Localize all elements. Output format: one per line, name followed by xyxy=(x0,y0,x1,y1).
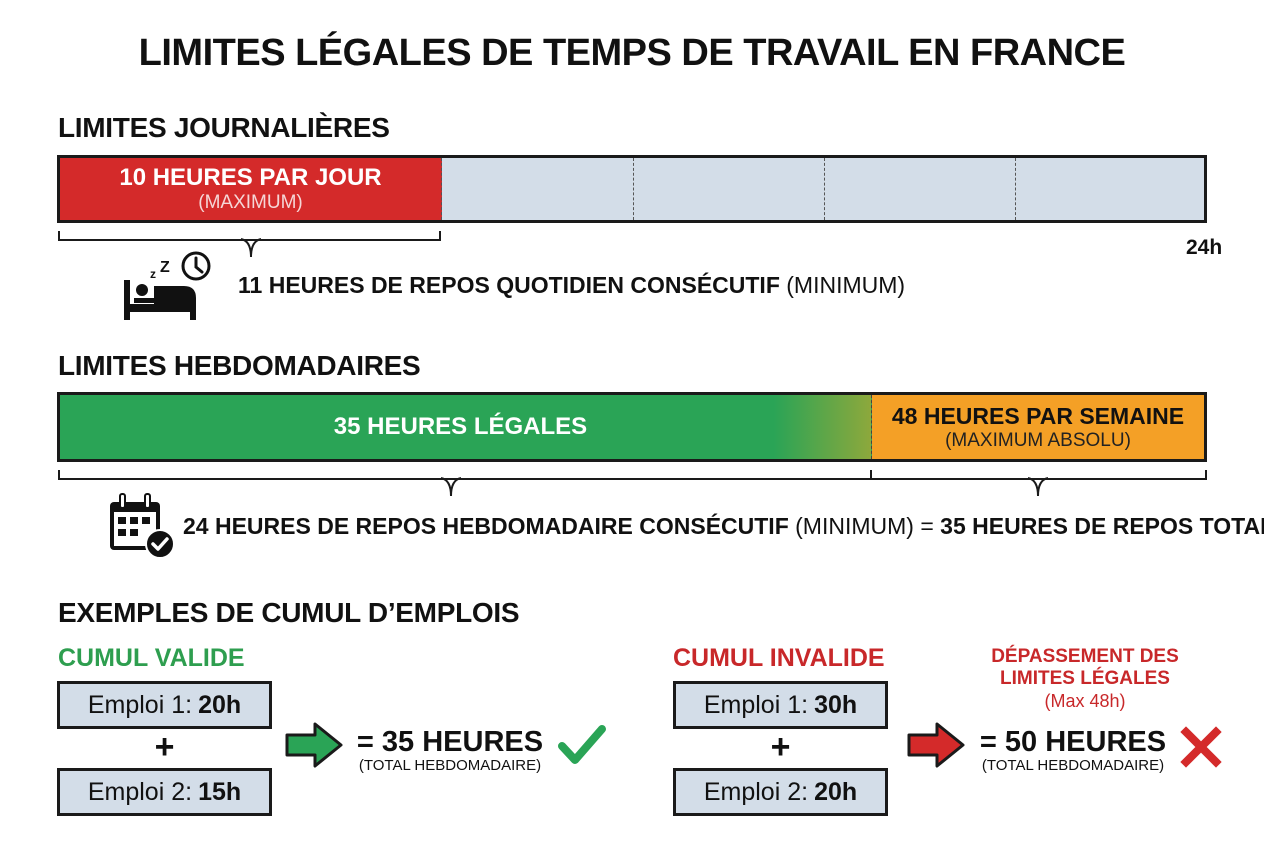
plus-sign: + xyxy=(770,728,791,766)
svg-text:z: z xyxy=(150,267,156,281)
job-label: Emploi 1: xyxy=(87,690,193,719)
warning-line-3: (Max 48h) xyxy=(1044,691,1126,711)
weekly-rest-text: 24 HEURES DE REPOS HEBDOMADAIRE CONSÉCUT… xyxy=(183,513,1264,540)
invalid-result: = 50 HEURES (TOTAL HEBDOMADAIRE) xyxy=(968,726,1178,774)
brace-tip xyxy=(1027,477,1049,497)
job-hours: 20h xyxy=(814,777,858,806)
examples-heading: EXEMPLES DE CUMUL D’EMPLOIS xyxy=(58,597,520,628)
weekly-max-sublabel: (MAXIMUM ABSOLU) xyxy=(945,429,1131,451)
invalid-job-2-box: Emploi 2: 20h xyxy=(673,768,888,816)
cross-icon xyxy=(1180,726,1222,768)
weekly-max-segment: 48 HEURES PAR SEMAINE (MAXIMUM ABSOLU) xyxy=(872,395,1204,459)
valid-total-sub: (TOTAL HEBDOMADAIRE) xyxy=(358,757,542,774)
invalid-job-1-box: Emploi 1: 30h xyxy=(673,681,888,729)
green-arrow-icon xyxy=(285,722,343,768)
weekly-max-label: 48 HEURES PAR SEMAINE xyxy=(891,402,1185,429)
sleeping-bed-clock-icon: z Z xyxy=(124,251,211,320)
job-hours: 15h xyxy=(198,777,242,806)
red-arrow-icon xyxy=(907,722,965,768)
hour-divider xyxy=(824,158,825,220)
page-title: LIMITES LÉGALES DE TEMPS DE TRAVAIL EN F… xyxy=(138,32,1126,74)
daily-brace xyxy=(58,231,441,241)
daily-work-sublabel: (MAXIMUM) xyxy=(198,192,303,213)
invalid-heading: CUMUL INVALIDE xyxy=(673,644,885,672)
daily-work-segment: 10 HEURES PAR JOUR (MAXIMUM) xyxy=(60,158,442,220)
calendar-check-icon xyxy=(110,493,175,559)
invalid-total: = 50 HEURES xyxy=(979,726,1167,758)
hour-divider xyxy=(633,158,634,220)
brace-tip xyxy=(240,238,262,258)
warning-line-1: DÉPASSEMENT DES xyxy=(991,646,1179,667)
job-hours: 20h xyxy=(198,690,242,719)
job-label: Emploi 1: xyxy=(703,690,809,719)
daily-rest-qualifier: (MINIMUM) xyxy=(779,272,906,298)
daily-timeline-bar: 10 HEURES PAR JOUR (MAXIMUM) xyxy=(57,155,1207,223)
valid-heading: CUMUL VALIDE xyxy=(58,644,245,672)
weekly-rest-bold-1: 24 HEURES DE REPOS HEBDOMADAIRE CONSÉCUT… xyxy=(183,513,789,539)
valid-job-1-box: Emploi 1: 20h xyxy=(57,681,272,729)
valid-job-2-box: Emploi 2: 15h xyxy=(57,768,272,816)
job-label: Emploi 2: xyxy=(87,777,193,806)
weekly-timeline-bar: 35 HEURES LÉGALES 48 HEURES PAR SEMAINE … xyxy=(57,392,1207,462)
svg-text:Z: Z xyxy=(160,259,170,276)
invalid-total-sub: (TOTAL HEBDOMADAIRE) xyxy=(981,757,1165,774)
weekly-limits-heading: LIMITES HEBDOMADAIRES xyxy=(58,350,421,381)
weekly-rest-qualifier: (MINIMUM) = xyxy=(788,513,941,539)
weekly-rest-bold-2: 35 HEURES DE REPOS TOTAL xyxy=(940,513,1264,539)
valid-total: = 35 HEURES xyxy=(356,726,544,758)
daily-rest-bold: 11 HEURES DE REPOS QUOTIDIEN CONSÉCUTIF xyxy=(238,272,780,298)
job-hours: 30h xyxy=(814,690,858,719)
valid-result: = 35 HEURES (TOTAL HEBDOMADAIRE) xyxy=(345,726,555,774)
brace-tip xyxy=(440,477,462,497)
weekly-legal-segment: 35 HEURES LÉGALES xyxy=(60,395,872,459)
daily-limits-heading: LIMITES JOURNALIÈRES xyxy=(58,112,390,143)
hour-divider xyxy=(1015,158,1016,220)
exceed-warning: DÉPASSEMENT DES LIMITES LÉGALES (Max 48h… xyxy=(970,646,1200,712)
weekly-legal-brace xyxy=(58,470,872,480)
weekly-max-brace xyxy=(870,470,1207,480)
plus-sign: + xyxy=(154,728,175,766)
warning-line-2: LIMITES LÉGALES xyxy=(1000,668,1170,689)
daily-end-label: 24h xyxy=(1186,236,1223,259)
job-label: Emploi 2: xyxy=(703,777,809,806)
daily-work-label: 10 HEURES PAR JOUR xyxy=(119,164,382,191)
checkmark-icon xyxy=(558,725,606,764)
daily-rest-text: 11 HEURES DE REPOS QUOTIDIEN CONSÉCUTIF … xyxy=(238,272,905,299)
daily-rest-segment xyxy=(442,158,1204,220)
